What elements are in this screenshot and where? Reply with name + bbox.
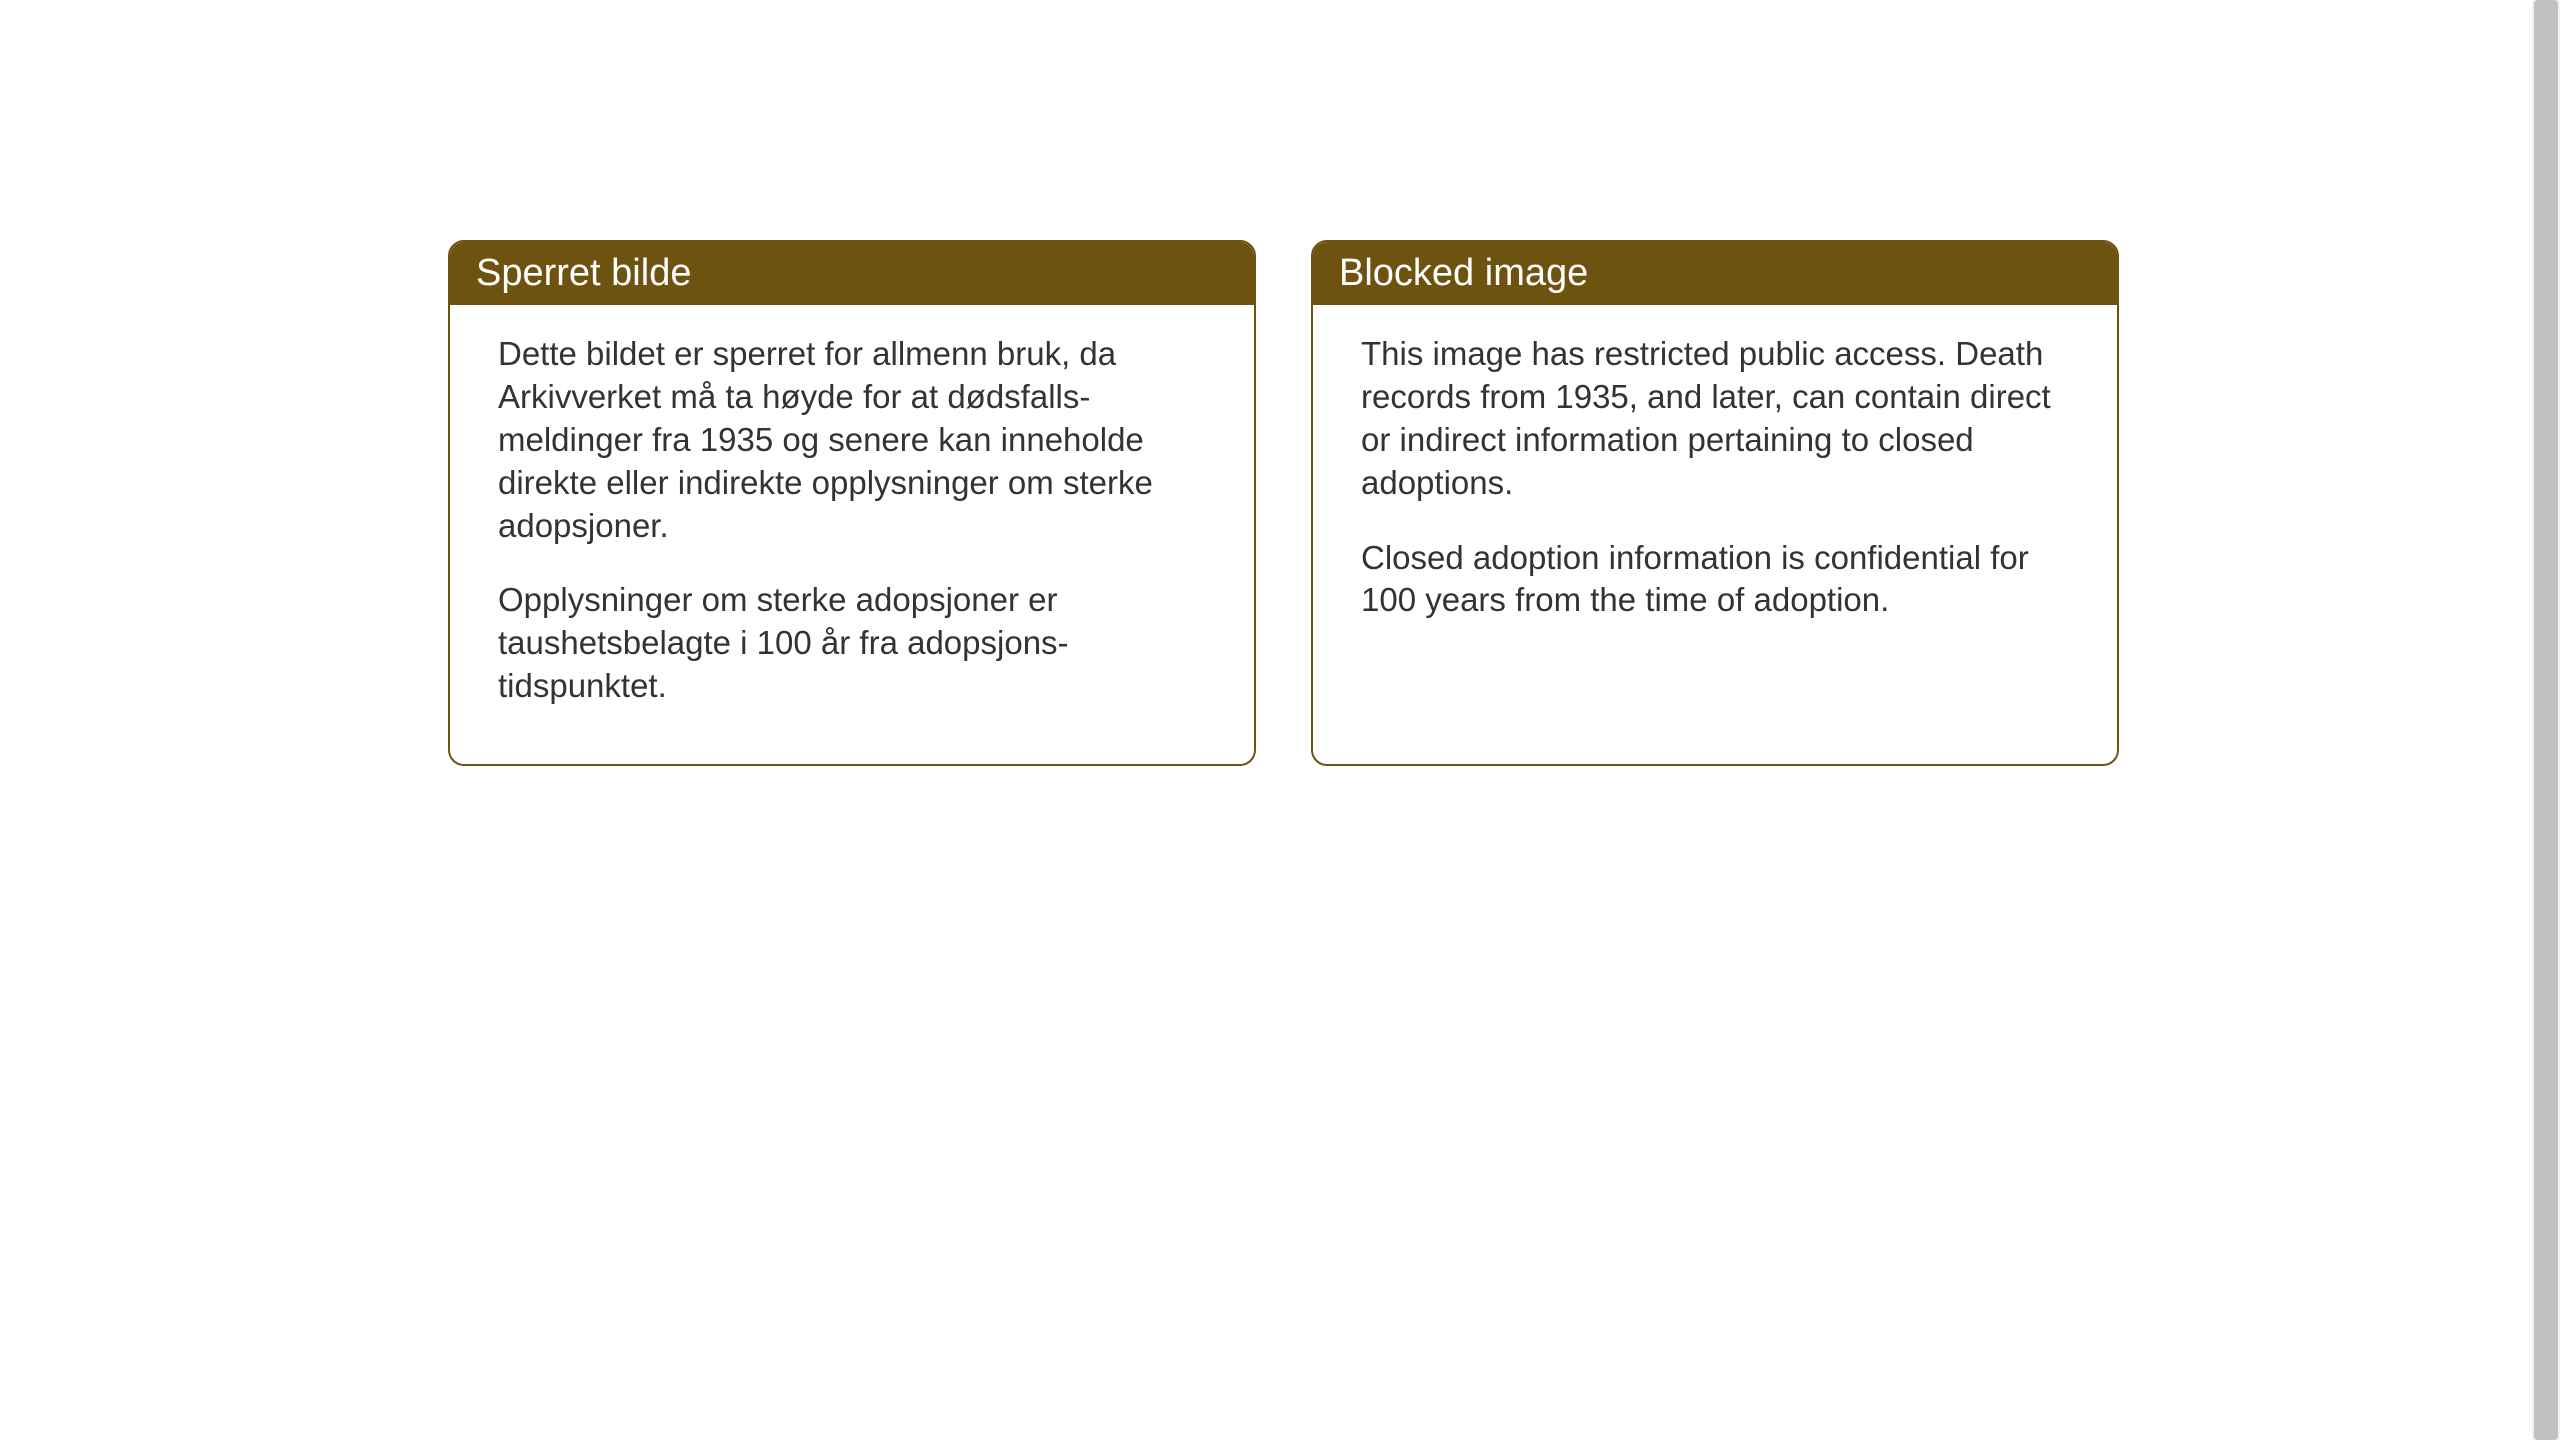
scrollbar-thumb[interactable] [2534, 0, 2558, 1440]
card-english: Blocked image This image has restricted … [1311, 240, 2119, 766]
scrollbar-track[interactable] [2532, 0, 2560, 1440]
card-header-english: Blocked image [1313, 242, 2117, 305]
card-norwegian: Sperret bilde Dette bildet er sperret fo… [448, 240, 1256, 766]
card-paragraph: Opplysninger om sterke adopsjoner er tau… [498, 579, 1206, 708]
card-paragraph: Closed adoption information is confident… [1361, 537, 2069, 623]
card-body-english: This image has restricted public access.… [1313, 305, 2117, 678]
card-title: Blocked image [1339, 252, 1588, 294]
card-paragraph: This image has restricted public access.… [1361, 333, 2069, 505]
cards-container: Sperret bilde Dette bildet er sperret fo… [448, 240, 2119, 766]
card-paragraph: Dette bildet er sperret for allmenn bruk… [498, 333, 1206, 547]
card-title: Sperret bilde [476, 252, 691, 294]
card-body-norwegian: Dette bildet er sperret for allmenn bruk… [450, 305, 1254, 764]
card-header-norwegian: Sperret bilde [450, 242, 1254, 305]
